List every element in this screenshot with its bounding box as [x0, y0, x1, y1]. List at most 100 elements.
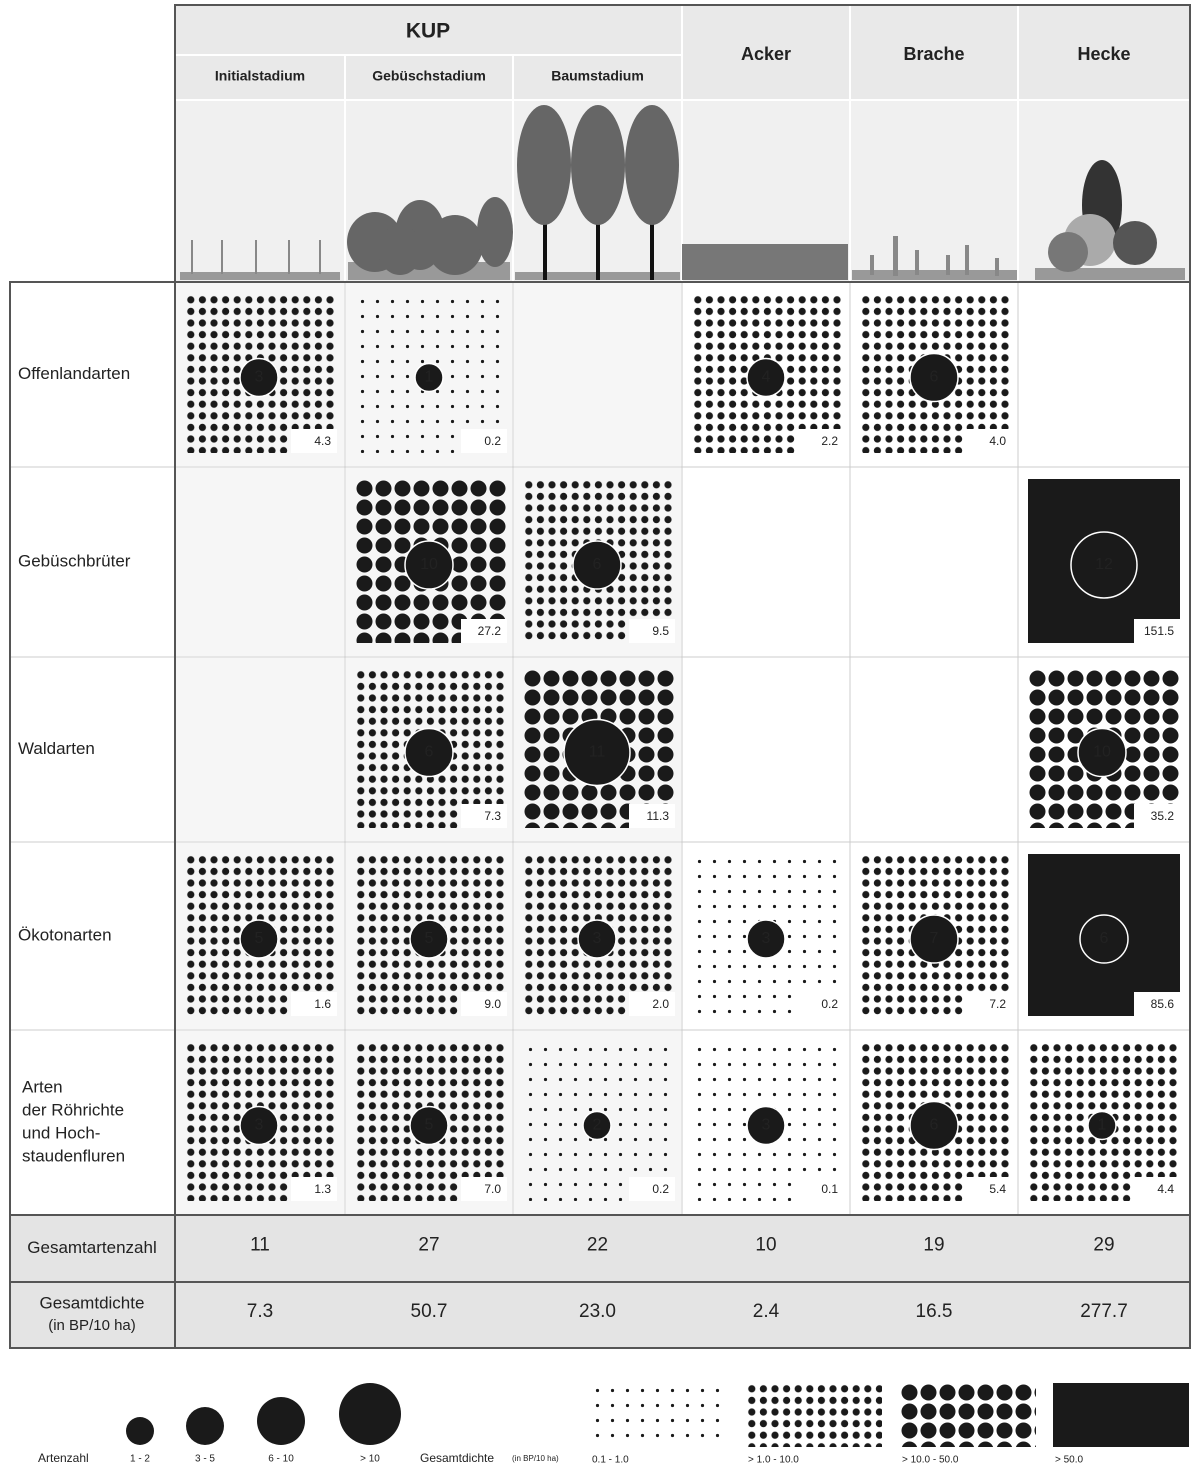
legend-circle [126, 1417, 154, 1445]
species-label: 3 [593, 930, 602, 947]
species-label: 7 [930, 930, 939, 947]
species-circle [404, 540, 454, 590]
species-label: 6 [593, 556, 602, 573]
species-circle [909, 352, 959, 403]
legend-label: 1 - 2 [130, 1454, 150, 1465]
legend-title: Gesamtdichte [420, 1451, 494, 1465]
legend-swatch [746, 1383, 882, 1447]
row-label: Gebüschbrüter [18, 551, 131, 570]
species-label: 5 [425, 930, 434, 947]
species-circle [1087, 1110, 1117, 1141]
species-label: 6 [930, 1117, 939, 1134]
species-circle [909, 1100, 959, 1151]
species-label: 12 [1095, 556, 1113, 573]
row-label: Ökotonarten [18, 925, 112, 944]
legend-unit: (in BP/10 ha) [512, 1454, 559, 1463]
species-label: 5 [255, 930, 264, 947]
species-label: 3 [255, 369, 264, 386]
density-notch [629, 804, 675, 828]
row-label: Waldarten [18, 739, 95, 758]
row-label: Offenlandarten [18, 364, 130, 383]
species-label: 3 [762, 1117, 771, 1134]
species-circle [746, 919, 786, 959]
species-circle [1079, 914, 1129, 964]
total-value: 11 [250, 1235, 270, 1256]
species-label: 3 [762, 930, 771, 947]
species-circle [577, 919, 617, 959]
cell-bg [176, 468, 344, 656]
legend-swatch [900, 1383, 1036, 1447]
row-label: staudenfluren [22, 1146, 125, 1165]
grid-lines [10, 282, 1190, 1348]
density-notch [1134, 804, 1180, 828]
column-header: Initialstadium [215, 68, 305, 84]
density-label: 27.2 [478, 624, 502, 638]
density-label: 85.6 [1151, 997, 1175, 1011]
density-label: 5.4 [989, 1182, 1006, 1196]
total-value: 277.7 [1080, 1301, 1128, 1322]
row-label: Arten [22, 1077, 63, 1096]
legend-circle [186, 1407, 224, 1445]
total-value: 22 [587, 1235, 608, 1256]
density-notch [1134, 1177, 1180, 1201]
legend-title: Artenzahl [38, 1451, 89, 1465]
density-pattern [1028, 854, 1180, 1016]
total-value: 50.7 [411, 1301, 448, 1322]
density-label: 2.2 [821, 434, 838, 448]
density-label: 0.2 [821, 997, 838, 1011]
species-circle [909, 914, 959, 964]
density-notch [461, 804, 507, 828]
legend-label: 6 - 10 [268, 1454, 294, 1465]
species-circle [1077, 727, 1127, 778]
density-notch [461, 1177, 507, 1201]
density-label: 151.5 [1144, 624, 1174, 638]
density-label: 1.6 [314, 997, 331, 1011]
species-label: 2 [593, 1117, 602, 1134]
legend-label: > 50.0 [1055, 1455, 1084, 1466]
column-header: Acker [741, 44, 791, 64]
species-circle [572, 540, 622, 590]
species-circle [239, 357, 279, 398]
density-notch [798, 429, 844, 453]
density-notch [798, 992, 844, 1016]
density-label: 0.1 [821, 1182, 838, 1196]
species-circle [239, 1105, 279, 1146]
illustrations [180, 105, 1185, 280]
species-label: 1 [1098, 1117, 1107, 1134]
species-circle [414, 362, 444, 393]
density-label: 9.0 [484, 997, 501, 1011]
frame [9, 4, 1191, 1349]
species-circle [239, 919, 279, 959]
total-value: 29 [1093, 1235, 1114, 1256]
column-header: Baumstadium [551, 68, 644, 84]
density-notch [798, 1177, 844, 1201]
density-notch [629, 1177, 675, 1201]
density-notch [629, 992, 675, 1016]
density-notch [629, 619, 675, 643]
total-value: 7.3 [247, 1301, 273, 1322]
species-circle [746, 357, 786, 398]
group-title: KUP [406, 20, 450, 43]
density-label: 4.3 [314, 434, 331, 448]
total-label: (in BP/10 ha) [48, 1317, 136, 1334]
density-notch [966, 992, 1012, 1016]
density-label: 9.5 [652, 624, 669, 638]
legend-circle [257, 1397, 305, 1445]
total-label: Gesamtartenzahl [27, 1238, 156, 1257]
species-circle [746, 1105, 786, 1146]
cell-bg [514, 283, 681, 466]
header-lines [175, 5, 1190, 282]
density-notch [461, 429, 507, 453]
species-label: 6 [1100, 930, 1109, 947]
density-pattern [1028, 479, 1180, 643]
species-label: 10 [1093, 744, 1111, 761]
species-label: 6 [930, 369, 939, 386]
species-label: 11 [589, 744, 606, 761]
density-notch [966, 1177, 1012, 1201]
species-circle [404, 727, 454, 778]
density-label: 0.2 [652, 1182, 669, 1196]
species-circle [409, 1105, 449, 1146]
row-label: der Röhrichte [22, 1100, 124, 1119]
total-value: 23.0 [579, 1301, 616, 1322]
